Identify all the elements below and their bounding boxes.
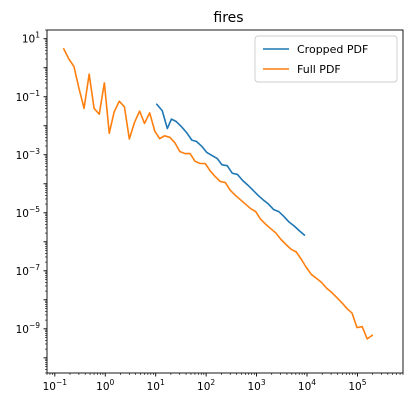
- chart-title: fires: [213, 10, 243, 26]
- axis-ticks: 10−1 100 101 102 103 104 105 101 10−1 10−3 10−5 10−…: [16, 29, 404, 393]
- y-tick-label: 10−1: [16, 89, 41, 104]
- legend-box: [254, 35, 398, 83]
- x-tick-label: 101: [147, 378, 165, 393]
- y-tick-label: 10−7: [16, 263, 41, 278]
- x-tick-label: 102: [197, 378, 215, 393]
- y-tick-label: 10−5: [16, 205, 41, 220]
- legend-label: Full PDF: [297, 63, 341, 76]
- plot-area: [62, 47, 374, 340]
- y-tick-label: 10−9: [16, 321, 41, 336]
- x-tick-label: 10−1: [43, 378, 68, 393]
- x-tick-label: 104: [298, 378, 316, 393]
- legend: Cropped PDF Full PDF: [254, 35, 398, 83]
- x-tick-label: 100: [96, 378, 114, 393]
- legend-label: Cropped PDF: [297, 43, 368, 56]
- x-tick-label: 105: [348, 378, 366, 393]
- series-line-cropped-pdf: [155, 103, 306, 236]
- x-tick-label: 103: [247, 378, 265, 393]
- y-tick-label: 101: [22, 31, 40, 46]
- axes-frame: [46, 29, 404, 374]
- y-tick-label: 10−3: [16, 147, 41, 162]
- series-line-full-pdf: [62, 47, 374, 340]
